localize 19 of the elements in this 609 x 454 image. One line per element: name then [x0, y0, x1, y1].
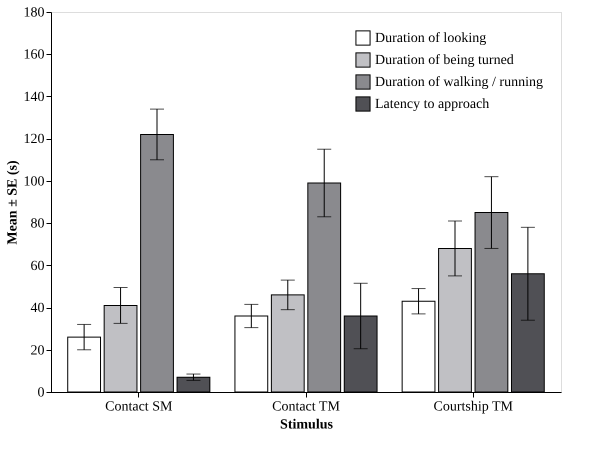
- x-tick-label: Courtship TM: [433, 400, 514, 414]
- y-tick-label: 60: [30, 258, 44, 274]
- x-axis-title: Stimulus: [280, 418, 334, 432]
- legend-label: Latency to approach: [375, 97, 490, 112]
- y-tick-label: 100: [24, 174, 44, 190]
- y-tick-label: 80: [30, 216, 44, 232]
- legend-label: Duration of being turned: [375, 53, 514, 68]
- y-tick-label: 140: [24, 90, 44, 105]
- legend-label: Duration of walking / running: [375, 75, 543, 90]
- legend-label: Duration of looking: [375, 31, 486, 46]
- y-axis-title: Mean ± SE (s): [6, 160, 20, 245]
- y-tick-label: 0: [38, 386, 44, 400]
- y-tick-label: 160: [24, 48, 44, 63]
- y-tick-label: 180: [24, 6, 44, 20]
- x-tick-label: Contact SM: [105, 400, 173, 414]
- y-tick-label: 40: [30, 301, 44, 316]
- y-tick-label: 20: [30, 343, 44, 358]
- y-tick-label: 120: [24, 132, 44, 148]
- x-tick-label: Contact TM: [272, 400, 340, 414]
